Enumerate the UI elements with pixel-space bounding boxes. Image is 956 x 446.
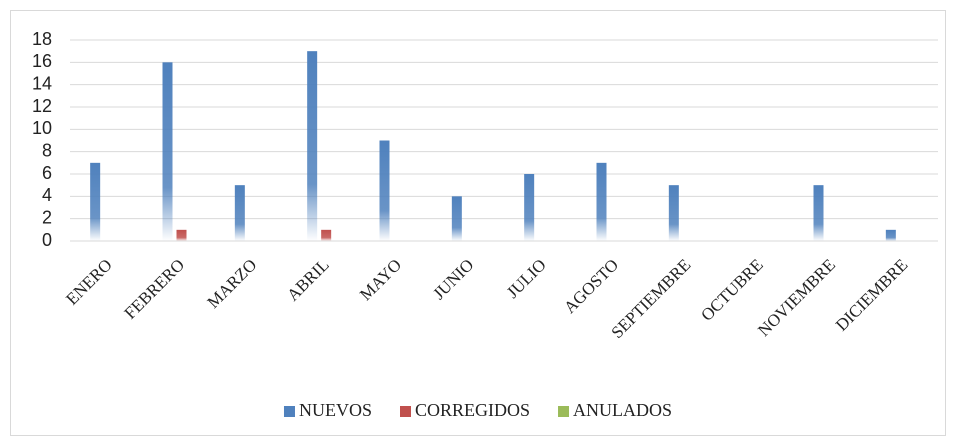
bar <box>176 229 187 241</box>
legend-swatch <box>283 406 295 417</box>
legend-label: NUEVOS <box>299 400 372 420</box>
bar <box>321 229 332 241</box>
bar <box>162 62 173 242</box>
legend-label: CORREGIDOS <box>415 400 530 420</box>
y-tick-label: 4 <box>42 185 52 205</box>
y-tick-label: 12 <box>32 96 52 116</box>
y-tick-label: 6 <box>42 163 52 183</box>
y-tick-label: 2 <box>42 207 52 227</box>
legend-swatch <box>558 406 570 417</box>
bar <box>379 140 390 241</box>
bar <box>90 162 101 241</box>
bar <box>813 185 824 241</box>
bar <box>668 185 679 241</box>
y-tick-label: 10 <box>32 118 52 138</box>
y-tick-label: 0 <box>42 230 52 250</box>
legend: NUEVOS CORREGIDOS ANULADOS <box>283 400 672 420</box>
y-tick-label: 16 <box>32 51 52 71</box>
bar <box>307 51 318 241</box>
bar <box>234 185 245 241</box>
y-tick-label: 8 <box>42 140 52 160</box>
bar <box>451 196 462 241</box>
chart-border <box>10 10 946 436</box>
bar <box>885 229 896 241</box>
y-tick-label: 14 <box>32 73 52 93</box>
legend-swatch <box>400 406 411 417</box>
y-tick-label: 18 <box>32 29 52 49</box>
bar <box>524 174 535 241</box>
bar <box>596 162 607 241</box>
legend-label: ANULADOS <box>573 400 672 420</box>
